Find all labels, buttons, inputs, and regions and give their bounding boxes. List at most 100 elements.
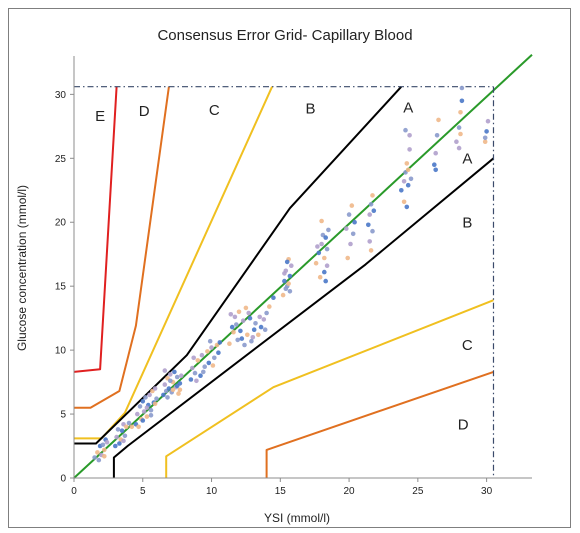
data-point bbox=[104, 439, 110, 445]
data-point bbox=[170, 387, 176, 393]
data-point bbox=[407, 147, 412, 152]
zone-label-d: D bbox=[139, 103, 150, 120]
reference-lines bbox=[73, 53, 533, 479]
data-point bbox=[228, 312, 234, 317]
data-point bbox=[261, 317, 267, 322]
data-point bbox=[234, 322, 239, 327]
data-point bbox=[484, 129, 489, 134]
boundary-d-1 bbox=[74, 86, 170, 409]
data-point bbox=[368, 202, 374, 207]
data-point bbox=[209, 345, 214, 350]
data-point bbox=[202, 364, 207, 370]
data-point bbox=[286, 281, 291, 286]
data-point bbox=[322, 269, 327, 275]
data-point bbox=[152, 386, 158, 391]
data-point bbox=[250, 335, 256, 340]
zone-label-d: D bbox=[458, 416, 469, 433]
data-point bbox=[96, 457, 102, 463]
y-tick-label: 15 bbox=[55, 282, 67, 293]
data-point bbox=[459, 98, 465, 104]
data-point bbox=[433, 150, 439, 156]
data-point bbox=[166, 386, 172, 391]
data-point bbox=[324, 246, 330, 252]
data-point bbox=[147, 392, 152, 398]
data-point bbox=[322, 255, 327, 261]
data-point bbox=[191, 355, 196, 361]
data-point bbox=[165, 395, 170, 400]
data-point bbox=[434, 133, 440, 138]
data-point bbox=[124, 424, 129, 430]
y-axis-label: Glucose concentration (mmol/l) bbox=[15, 185, 29, 351]
data-point bbox=[253, 321, 258, 326]
data-point bbox=[271, 295, 276, 301]
data-point bbox=[117, 441, 122, 446]
data-point bbox=[154, 396, 159, 402]
data-point bbox=[348, 241, 353, 247]
data-point bbox=[456, 125, 462, 130]
data-point bbox=[366, 222, 371, 228]
data-point bbox=[454, 139, 459, 144]
data-point bbox=[405, 167, 411, 173]
data-point bbox=[161, 392, 166, 398]
data-point bbox=[404, 161, 410, 166]
data-point bbox=[349, 203, 355, 208]
data-point bbox=[141, 409, 147, 414]
data-point bbox=[344, 226, 349, 231]
x-tick-label: 15 bbox=[275, 486, 287, 497]
data-point bbox=[199, 352, 205, 358]
data-point bbox=[255, 332, 261, 338]
boundary-c-5 bbox=[165, 299, 494, 478]
axes bbox=[73, 56, 532, 479]
data-point bbox=[282, 271, 287, 276]
data-point bbox=[205, 349, 210, 354]
zone-labels: E D C B A A B C D bbox=[95, 99, 473, 433]
data-point bbox=[408, 176, 414, 182]
data-point bbox=[115, 427, 121, 432]
y-tick-label: 20 bbox=[55, 218, 67, 229]
data-point bbox=[206, 360, 212, 366]
data-point bbox=[232, 314, 238, 320]
x-axis-label: YSI (mmol/l) bbox=[264, 511, 330, 525]
data-point bbox=[432, 162, 437, 167]
data-point bbox=[249, 338, 254, 344]
data-point bbox=[262, 327, 268, 333]
zone-label-c: C bbox=[209, 102, 220, 119]
data-point bbox=[324, 263, 330, 269]
data-point bbox=[179, 373, 184, 379]
data-point bbox=[403, 127, 408, 133]
zone-boundaries bbox=[73, 86, 495, 478]
x-tick-label: 20 bbox=[344, 486, 356, 497]
data-point bbox=[258, 324, 264, 330]
data-point bbox=[113, 443, 118, 449]
data-point bbox=[370, 228, 375, 234]
x-tick-label: 0 bbox=[71, 486, 77, 497]
data-point bbox=[143, 395, 148, 400]
data-point bbox=[370, 193, 375, 198]
data-point bbox=[129, 424, 135, 430]
data-point bbox=[368, 248, 374, 253]
data-point bbox=[227, 341, 232, 347]
data-point bbox=[323, 278, 329, 284]
data-point bbox=[317, 274, 323, 280]
data-point bbox=[323, 235, 329, 240]
data-point bbox=[119, 428, 125, 434]
data-point bbox=[235, 337, 240, 343]
data-point bbox=[243, 305, 249, 311]
data-point bbox=[267, 304, 272, 309]
data-point bbox=[287, 273, 293, 279]
data-point bbox=[102, 447, 107, 453]
data-point bbox=[405, 182, 411, 188]
data-point bbox=[174, 383, 180, 389]
data-point bbox=[177, 387, 183, 393]
data-point bbox=[114, 434, 119, 440]
data-point bbox=[172, 369, 177, 375]
data-point bbox=[282, 278, 287, 284]
data-point bbox=[326, 227, 331, 233]
data-point bbox=[148, 407, 154, 413]
data-point bbox=[345, 255, 351, 261]
data-point bbox=[231, 329, 236, 335]
data-point bbox=[289, 263, 294, 269]
data-point bbox=[152, 401, 158, 407]
data-point bbox=[135, 411, 140, 417]
boundary-d-6 bbox=[265, 370, 494, 478]
